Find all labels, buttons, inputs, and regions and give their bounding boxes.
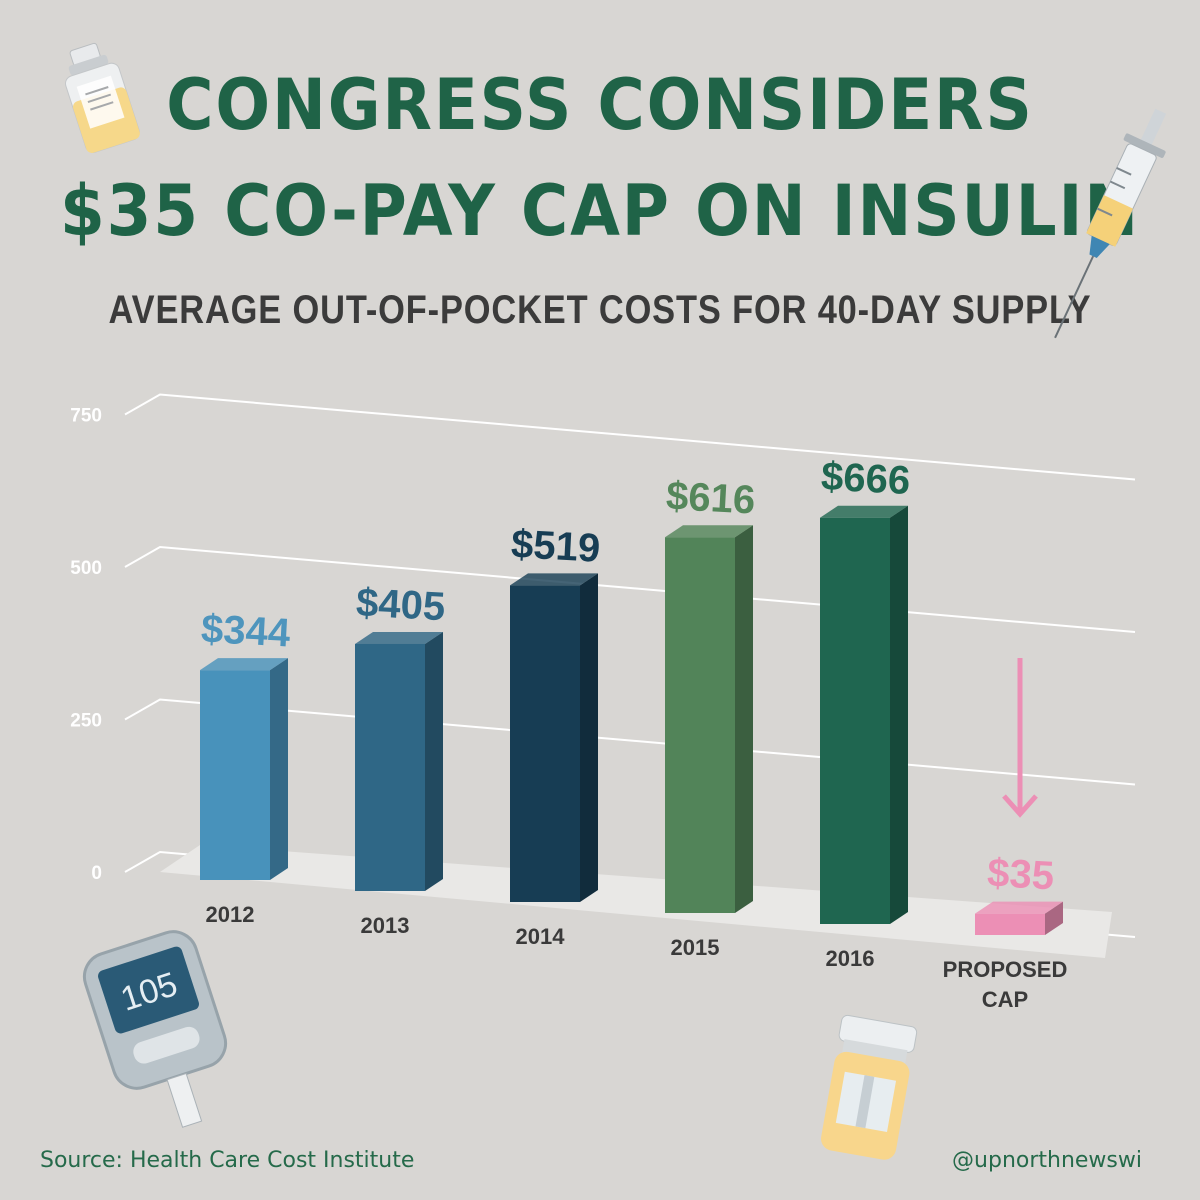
x-category-label: PROPOSED — [943, 957, 1068, 982]
bar-front — [200, 670, 270, 880]
bar-2014 — [510, 573, 598, 902]
pill-bottle-icon — [821, 1014, 918, 1160]
bar-2016 — [820, 505, 908, 924]
source-credit: Source: Health Care Cost Institute — [40, 1148, 415, 1173]
title-line-1: CONGRESS CONSIDERS — [166, 64, 1034, 146]
glucose-meter-icon: 105 — [82, 930, 228, 1128]
x-category-label: 2016 — [826, 946, 875, 971]
chart-floor — [160, 845, 1112, 958]
bar-top — [355, 631, 443, 644]
bar-top — [975, 901, 1063, 914]
data-label: $35 — [986, 851, 1055, 898]
insulin-vial-icon — [65, 42, 140, 153]
x-category-label: 2015 — [671, 935, 720, 960]
bar-front — [820, 517, 890, 924]
data-label: $616 — [665, 474, 756, 523]
bar-side — [735, 525, 753, 913]
bar-2013 — [355, 631, 443, 891]
down-arrow-icon — [1002, 658, 1038, 818]
bar-proposed-cap — [975, 901, 1063, 935]
gridline — [124, 698, 1136, 786]
bar-top — [820, 505, 908, 518]
bar-2015 — [665, 525, 753, 913]
bars — [200, 505, 1063, 935]
floor-plane — [160, 845, 1112, 958]
bar-front — [665, 537, 735, 913]
bar-top — [510, 573, 598, 586]
data-label: $344 — [200, 607, 292, 656]
y-tick-label: 0 — [91, 863, 102, 884]
bar-front — [355, 643, 425, 891]
bar-side — [270, 658, 288, 880]
chart-subtitle: AVERAGE OUT-OF-POCKET COSTS FOR 40-DAY S… — [108, 288, 1092, 332]
y-tick-label: 250 — [70, 711, 102, 732]
syringe-icon — [1054, 108, 1167, 339]
bar-top — [665, 525, 753, 538]
x-category-label: 2013 — [361, 913, 410, 938]
bar-side — [425, 631, 443, 891]
y-tick-label: 500 — [70, 558, 102, 579]
bar-side — [890, 505, 908, 924]
gridline — [124, 393, 1136, 481]
data-label: $405 — [355, 581, 446, 630]
bar-front — [975, 913, 1045, 935]
bar-side — [1045, 901, 1063, 935]
x-category-label: 2014 — [516, 924, 566, 949]
y-axis: 0 250 500 750 — [70, 406, 102, 885]
data-label: $666 — [820, 454, 911, 503]
y-tick-label: 750 — [70, 406, 102, 427]
social-handle: @upnorthnewswi — [952, 1148, 1142, 1173]
title-line-2: $35 CO-PAY CAP ON INSULIN — [59, 170, 1141, 252]
x-category-label: CAP — [982, 987, 1028, 1012]
bar-top — [200, 658, 288, 671]
bar-front — [510, 585, 580, 902]
bar-side — [580, 573, 598, 902]
data-labels: $344 2012 $405 2013 $519 2014 $616 2015 $666 2016… — [200, 454, 1067, 1012]
data-label: $519 — [510, 522, 601, 571]
x-category-label: 2012 — [206, 902, 255, 927]
bar-2012 — [200, 658, 288, 880]
gridline — [124, 545, 1136, 633]
